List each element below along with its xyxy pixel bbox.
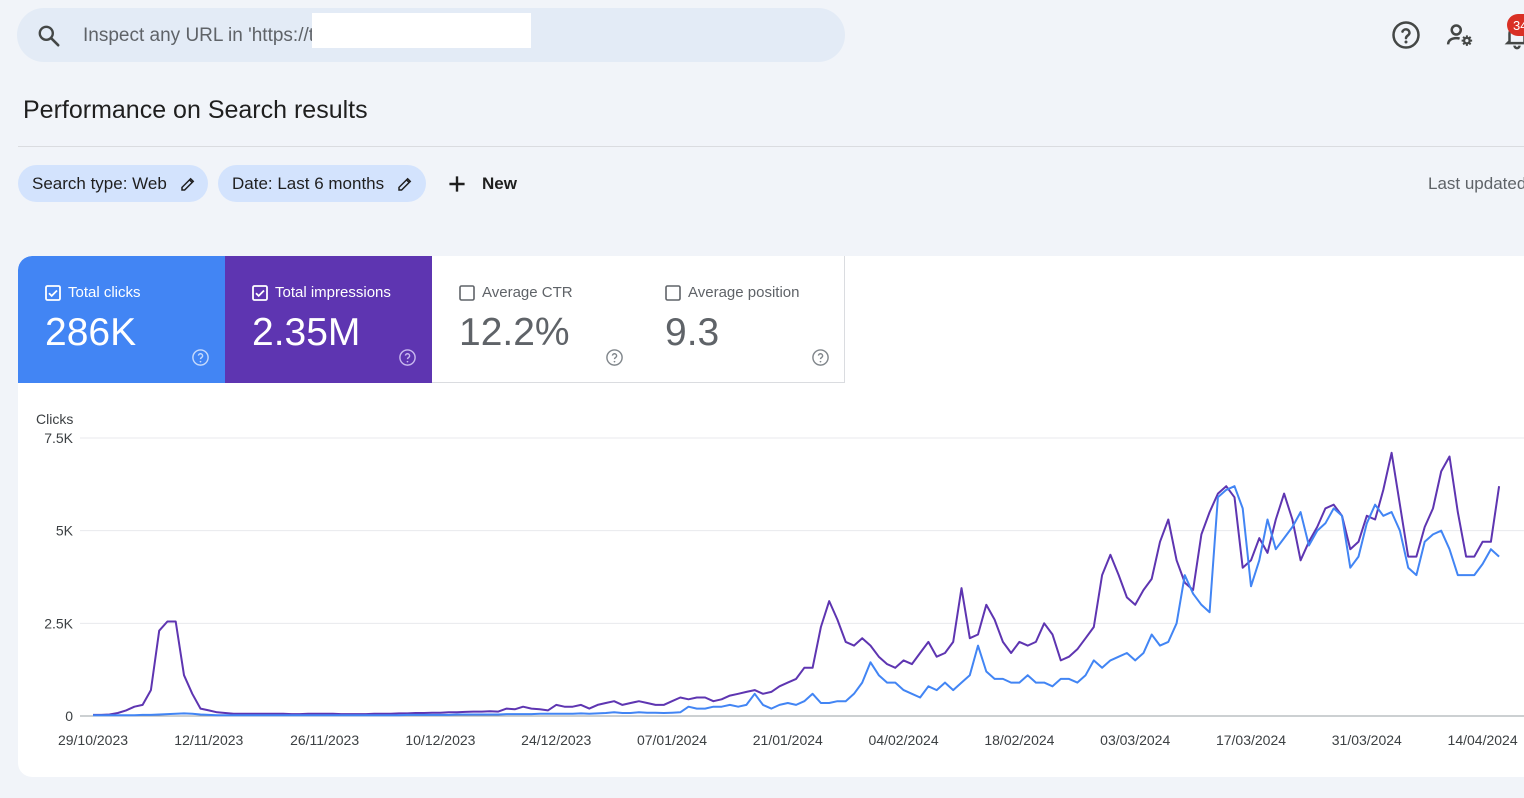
edit-icon[interactable]: [396, 175, 414, 193]
x-tick-label: 12/11/2023: [174, 732, 243, 748]
help-icon[interactable]: [398, 348, 417, 367]
metric-card-average-ctr[interactable]: Average CTR 12.2%: [432, 256, 639, 383]
checkbox-unchecked-icon[interactable]: [459, 285, 475, 301]
metric-card-total-clicks[interactable]: Total clicks 286K: [18, 256, 225, 383]
x-tick-label: 26/11/2023: [290, 732, 359, 748]
y-tick-label: 0: [65, 708, 73, 724]
x-tick-label: 07/01/2024: [637, 732, 707, 748]
x-tick-label: 14/04/2024: [1448, 732, 1518, 748]
redacted-area: [312, 13, 531, 48]
manage-users-icon[interactable]: [1445, 20, 1475, 50]
search-input[interactable]: [83, 22, 312, 50]
metric-value: 286K: [45, 311, 137, 354]
y-axis-label: Clicks: [36, 411, 73, 427]
clicks-series-line: [93, 485, 1500, 717]
checkbox-unchecked-icon[interactable]: [665, 285, 681, 301]
last-updated-text: Last updated: [1428, 174, 1524, 193]
plus-icon: [449, 175, 465, 192]
metric-card-average-position[interactable]: Average position 9.3: [638, 256, 845, 383]
y-tick-label: 5K: [56, 523, 74, 539]
performance-panel: Total clicks 286K Total impressions 2.35…: [18, 256, 1524, 777]
x-tick-label: 18/02/2024: [984, 732, 1054, 748]
x-tick-label: 21/01/2024: [753, 732, 823, 748]
page-title: Performance on Search results: [23, 96, 368, 124]
impressions-series-line: [93, 451, 1501, 716]
checkbox-checked-icon[interactable]: [45, 285, 61, 301]
metric-label: Total impressions: [275, 284, 391, 301]
help-icon[interactable]: [191, 348, 210, 367]
chip-label: Date: Last 6 months: [232, 173, 385, 193]
x-axis-ticks: 29/10/2023 12/11/2023 26/11/2023 10/12/2023…: [58, 732, 1518, 748]
x-tick-label: 10/12/2023: [405, 732, 475, 748]
x-tick-label: 03/03/2024: [1100, 732, 1170, 748]
edit-icon[interactable]: [179, 175, 197, 193]
x-tick-label: 29/10/2023: [58, 732, 128, 748]
date-filter-chip[interactable]: Date: Last 6 months: [218, 165, 426, 202]
chart-series: [93, 451, 1501, 717]
new-label: New: [482, 173, 517, 193]
chip-label: Search type: Web: [32, 173, 167, 193]
new-filter-button[interactable]: New: [444, 165, 517, 202]
help-icon[interactable]: [811, 348, 830, 367]
chart-grid: [80, 437, 1524, 717]
metric-label: Total clicks: [68, 284, 141, 301]
metric-label: Average CTR: [482, 284, 573, 301]
notification-badge: 34: [1507, 14, 1524, 36]
x-tick-label: 31/03/2024: [1332, 732, 1402, 748]
x-tick-label: 17/03/2024: [1216, 732, 1286, 748]
metric-value: 12.2%: [459, 311, 570, 354]
search-icon[interactable]: [36, 23, 62, 49]
search-type-filter-chip[interactable]: Search type: Web: [18, 165, 208, 202]
metric-value: 2.35M: [252, 311, 361, 354]
y-axis-ticks: 0 2.5K 5K 7.5K: [44, 430, 73, 724]
help-icon[interactable]: [605, 348, 624, 367]
checkbox-checked-icon[interactable]: [252, 285, 268, 301]
x-tick-label: 04/02/2024: [869, 732, 939, 748]
divider: [18, 146, 1524, 147]
y-tick-label: 7.5K: [44, 430, 73, 446]
y-tick-label: 2.5K: [44, 615, 73, 631]
metric-label: Average position: [688, 284, 800, 301]
metric-value: 9.3: [665, 311, 720, 354]
metric-card-total-impressions[interactable]: Total impressions 2.35M: [225, 256, 432, 383]
x-tick-label: 24/12/2023: [521, 732, 591, 748]
help-icon[interactable]: [1391, 20, 1421, 50]
